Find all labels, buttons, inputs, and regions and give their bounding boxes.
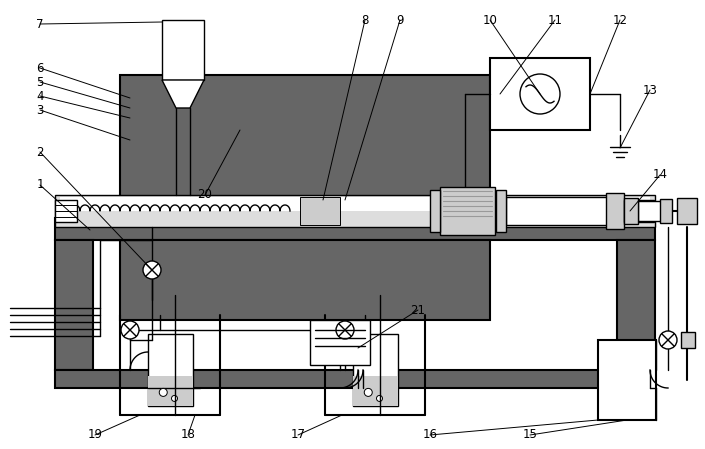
Bar (352, 334, 398, 406)
Text: 21: 21 (410, 304, 426, 317)
Bar (440, 187, 495, 235)
Text: 3: 3 (37, 104, 44, 116)
Bar (606, 193, 624, 229)
Bar (490, 58, 590, 130)
Bar (598, 340, 656, 420)
Circle shape (364, 388, 372, 396)
Text: 6: 6 (36, 62, 44, 75)
Text: 4: 4 (36, 89, 44, 102)
Circle shape (159, 388, 167, 396)
Text: 19: 19 (87, 428, 102, 441)
Text: 8: 8 (362, 13, 369, 26)
Circle shape (121, 321, 139, 339)
Circle shape (171, 396, 178, 401)
Text: 17: 17 (290, 428, 305, 441)
Bar (352, 376, 398, 406)
Bar (162, 20, 204, 80)
Bar (120, 75, 490, 205)
Bar (496, 190, 506, 232)
Bar (300, 197, 340, 225)
Bar (506, 197, 616, 225)
Bar (617, 240, 655, 370)
Bar (120, 240, 490, 320)
Text: 1: 1 (36, 179, 44, 192)
Bar (55, 370, 655, 388)
Circle shape (336, 321, 354, 339)
Text: 18: 18 (180, 428, 195, 441)
Bar (55, 218, 655, 240)
Text: 20: 20 (197, 189, 212, 202)
Text: 12: 12 (613, 13, 627, 26)
Bar (681, 332, 695, 348)
Bar (147, 334, 192, 406)
Circle shape (659, 331, 677, 349)
Bar (60, 197, 650, 211)
Bar (55, 240, 93, 370)
Text: 5: 5 (37, 75, 44, 88)
Text: 13: 13 (642, 84, 658, 97)
Circle shape (376, 396, 383, 401)
Bar (638, 201, 666, 221)
Text: 2: 2 (36, 145, 44, 158)
Text: 14: 14 (653, 168, 668, 181)
Bar (310, 320, 370, 365)
Bar (55, 195, 655, 227)
Text: 10: 10 (482, 13, 498, 26)
Bar (430, 190, 440, 232)
Bar (147, 376, 192, 406)
Text: 16: 16 (422, 428, 438, 441)
Circle shape (520, 74, 560, 114)
Circle shape (143, 261, 161, 279)
Text: 11: 11 (548, 13, 563, 26)
Bar (660, 199, 672, 223)
Bar (55, 200, 77, 222)
Bar (624, 198, 638, 224)
Text: 7: 7 (36, 18, 44, 31)
Polygon shape (162, 80, 204, 108)
Text: 15: 15 (522, 428, 537, 441)
Bar (624, 200, 654, 222)
Text: 9: 9 (396, 13, 404, 26)
Bar (677, 198, 697, 224)
